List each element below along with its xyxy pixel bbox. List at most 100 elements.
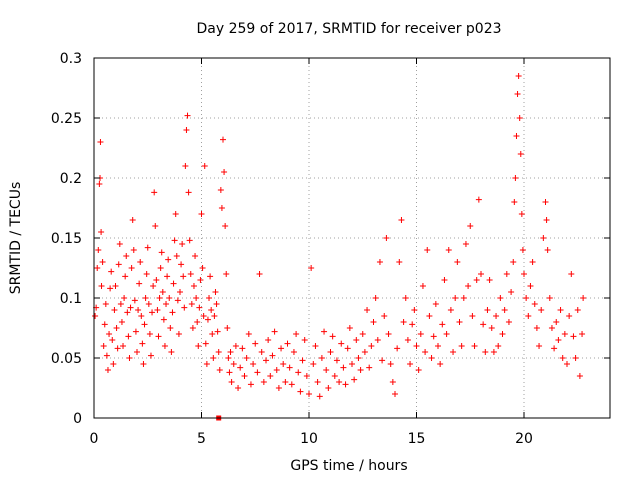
y-tick-label: 0.2 bbox=[60, 171, 82, 187]
data-point bbox=[536, 343, 543, 349]
data-point bbox=[144, 244, 151, 251]
data-point bbox=[306, 391, 312, 397]
data-point bbox=[124, 309, 131, 316]
data-point bbox=[123, 253, 130, 259]
data-point bbox=[426, 313, 433, 319]
data-point bbox=[177, 289, 183, 295]
data-point bbox=[465, 283, 472, 289]
data-point bbox=[106, 331, 113, 337]
data-point bbox=[503, 271, 510, 277]
data-point bbox=[183, 127, 190, 133]
data-point bbox=[140, 361, 147, 367]
data-point bbox=[475, 196, 482, 203]
data-point bbox=[288, 381, 295, 388]
data-point bbox=[512, 175, 519, 181]
data-point bbox=[142, 295, 149, 301]
data-point bbox=[355, 355, 362, 361]
data-point bbox=[211, 313, 218, 319]
data-point bbox=[359, 331, 366, 337]
data-point bbox=[417, 331, 424, 337]
data-point bbox=[580, 295, 587, 301]
data-point bbox=[223, 271, 230, 277]
data-point bbox=[130, 247, 137, 253]
data-point bbox=[126, 355, 133, 361]
data-point bbox=[175, 331, 182, 337]
data-point bbox=[173, 253, 180, 259]
data-point bbox=[430, 333, 437, 340]
data-point bbox=[110, 361, 117, 367]
data-point bbox=[538, 307, 545, 313]
data-point bbox=[185, 189, 192, 196]
data-point bbox=[445, 247, 452, 253]
data-point bbox=[381, 313, 388, 319]
data-point bbox=[469, 313, 476, 319]
data-point bbox=[103, 352, 110, 359]
data-point bbox=[518, 211, 525, 217]
data-point bbox=[192, 253, 199, 259]
data-point bbox=[139, 340, 146, 347]
data-point bbox=[171, 237, 178, 244]
data-point bbox=[407, 361, 414, 367]
data-point bbox=[572, 355, 579, 361]
data-point bbox=[376, 259, 383, 265]
data-point bbox=[138, 313, 145, 319]
data-point bbox=[152, 223, 159, 229]
data-point bbox=[543, 217, 550, 223]
data-point bbox=[184, 112, 191, 119]
data-point bbox=[540, 235, 547, 241]
data-point bbox=[131, 297, 138, 304]
data-point bbox=[96, 181, 103, 187]
data-point bbox=[519, 247, 526, 253]
data-point bbox=[374, 337, 381, 343]
chart-title: Day 259 of 2017, SRMTID for receiver p02… bbox=[196, 21, 501, 37]
data-point bbox=[187, 271, 194, 277]
data-point bbox=[256, 271, 263, 277]
data-point bbox=[188, 301, 195, 307]
data-point bbox=[166, 295, 173, 301]
data-point bbox=[559, 355, 566, 361]
x-tick-label: 5 bbox=[197, 431, 206, 447]
data-point bbox=[170, 280, 177, 287]
data-point bbox=[411, 307, 418, 313]
data-point bbox=[245, 331, 252, 337]
data-point bbox=[207, 273, 214, 280]
data-point bbox=[282, 379, 289, 385]
data-point bbox=[226, 369, 233, 376]
data-point bbox=[112, 283, 119, 289]
data-point bbox=[232, 343, 239, 349]
data-point bbox=[128, 265, 135, 271]
data-point bbox=[450, 349, 457, 355]
data-point bbox=[389, 379, 396, 385]
data-point bbox=[117, 301, 124, 307]
data-point bbox=[428, 355, 435, 361]
data-point bbox=[109, 337, 116, 343]
y-tick-label: 0.05 bbox=[51, 351, 82, 367]
data-point bbox=[402, 295, 409, 301]
data-point bbox=[263, 357, 269, 364]
data-point bbox=[525, 313, 532, 319]
data-point bbox=[127, 304, 134, 311]
data-point bbox=[190, 283, 197, 289]
data-point bbox=[165, 256, 172, 263]
data-point bbox=[370, 319, 377, 325]
data-point bbox=[252, 340, 259, 347]
data-point bbox=[129, 217, 136, 223]
data-point bbox=[542, 199, 549, 205]
data-point bbox=[392, 391, 398, 397]
data-point bbox=[193, 295, 200, 301]
data-point bbox=[181, 304, 188, 311]
data-point bbox=[239, 345, 246, 352]
data-point bbox=[323, 367, 330, 373]
data-point bbox=[217, 187, 224, 193]
data-point bbox=[227, 349, 234, 355]
data-point bbox=[400, 319, 407, 325]
data-point bbox=[456, 319, 463, 325]
data-point bbox=[201, 163, 208, 169]
data-point bbox=[551, 345, 558, 352]
data-point bbox=[155, 333, 162, 340]
data-point bbox=[379, 357, 386, 364]
data-point bbox=[271, 328, 278, 335]
data-point bbox=[118, 319, 125, 325]
x-tick-label: 15 bbox=[408, 431, 426, 447]
data-point bbox=[275, 385, 282, 391]
